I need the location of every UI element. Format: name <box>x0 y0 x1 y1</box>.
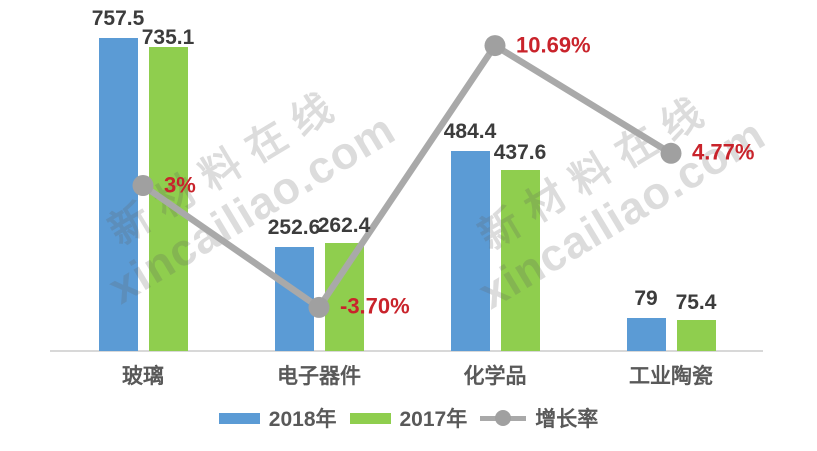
bar-value-label: 75.4 <box>675 290 717 314</box>
legend-item-1: 2017年 <box>349 403 468 433</box>
legend: 2018年 2017年 增长率 <box>0 403 817 433</box>
legend-swatch-bar-1 <box>349 412 391 424</box>
legend-item-2: 增长率 <box>480 403 598 433</box>
bar-s0-c1 <box>274 246 314 351</box>
bar-s1-c3 <box>676 319 716 351</box>
legend-label: 2017年 <box>399 408 468 431</box>
growth-line-point <box>484 35 506 57</box>
bar-s0-c0 <box>98 38 138 351</box>
legend-line-dot-icon <box>495 410 512 426</box>
bar-value-label: 757.5 <box>91 7 145 31</box>
legend-label: 2018年 <box>268 408 337 431</box>
bar-s1-c0 <box>148 47 188 351</box>
growth-line-point <box>660 142 682 164</box>
bar-s1-c2 <box>500 170 540 351</box>
growth-rate-label: 4.77% <box>692 139 755 165</box>
bar-s0-c3 <box>626 318 666 351</box>
x-axis-label-1: 电子器件 <box>277 365 361 388</box>
x-axis-label-2: 化学品 <box>463 365 527 388</box>
growth-rate-label: 3% <box>164 171 196 197</box>
x-axis-label-3: 工业陶瓷 <box>629 365 713 388</box>
growth-line <box>139 42 675 311</box>
x-axis-line <box>50 350 763 352</box>
growth-rate-label: 10.69% <box>516 32 591 58</box>
bar-value-label: 262.4 <box>317 213 371 237</box>
bar-s0-c2 <box>450 150 490 351</box>
x-axis-label-0: 玻璃 <box>122 365 164 388</box>
legend-label: 增长率 <box>535 408 599 431</box>
legend-swatch-line <box>480 410 527 426</box>
legend-swatch-bar-0 <box>218 412 260 424</box>
bar-value-label: 437.6 <box>493 141 547 165</box>
bar-value-label: 735.1 <box>141 26 195 50</box>
growth-rate-label: -3.70% <box>340 293 410 319</box>
legend-item-0: 2018年 <box>218 403 337 433</box>
